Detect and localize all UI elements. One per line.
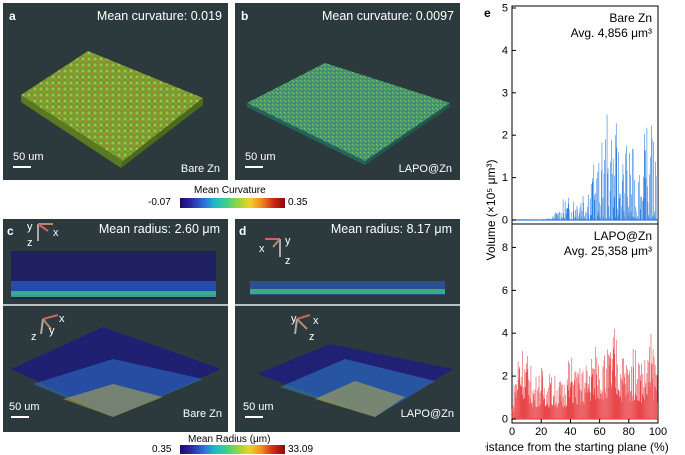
panel-c-axis-z-bottom: z (31, 331, 37, 343)
y-tick-label: 2 (502, 130, 508, 142)
panel-c-label: c (7, 224, 14, 238)
x-tick-label: 40 (564, 426, 576, 438)
curvature-colorbar (180, 198, 285, 208)
panel-c-axis-x-top: x (53, 227, 59, 239)
panel-d-axis-y-bottom: y (291, 313, 297, 325)
x-tick-label: 0 (509, 426, 515, 438)
legend-average: Avg. 25,358 μm³ (564, 244, 652, 258)
panel-b-scale-bar (245, 166, 263, 168)
panel-d-scale-label: 50 um (243, 401, 274, 413)
curvature-colorbar-title: Mean Curvature (194, 185, 266, 196)
panel-c-axis-z-top: z (27, 237, 33, 249)
chart-frame (511, 223, 659, 424)
panel-b-render (247, 63, 450, 165)
panel-a-scale-bar (13, 166, 31, 168)
panel-b-scale-label: 50 um (245, 151, 276, 163)
panel-c-scale-bar (11, 416, 29, 418)
panel-d-axis-x-bottom: x (313, 315, 319, 327)
panel-a-label: a (9, 9, 16, 23)
panel-d-label: d (239, 224, 247, 238)
radius-colorbar-title: Mean Radius (μm) (188, 434, 271, 445)
y-tick-label: 0 (502, 215, 508, 227)
panel-d-axis-z-top: z (285, 255, 291, 267)
x-tick-label: 80 (623, 426, 635, 438)
panel-a-render (21, 51, 203, 168)
radius-colorbar-min: 0.35 (152, 444, 172, 455)
panel-d-axis-y-top: y (285, 235, 291, 247)
y-tick-label: 4 (502, 328, 508, 340)
panel-c-axis-y-top: y (27, 221, 33, 233)
panel-d-axis-z-bottom: z (309, 331, 315, 343)
panel-c-render (3, 223, 228, 417)
x-tick-label: 20 (535, 426, 547, 438)
legend-sample: Bare Zn (609, 11, 652, 25)
curvature-colorbar-max: 0.35 (288, 197, 308, 208)
panel-e-label: e (484, 6, 491, 20)
curvature-colorbar-min: -0.07 (148, 197, 171, 208)
panel-c-scale-label: 50 um (9, 401, 40, 413)
panel-d-mean-radius: Mean radius: 8.17 μm (330, 222, 452, 236)
radius-colorbar-max: 33.09 (288, 444, 314, 455)
panel-d-scale-bar (245, 416, 263, 418)
y-tick-label: 2 (502, 371, 508, 383)
y-tick-label: 5 (502, 3, 508, 15)
y-tick-label: 0 (502, 414, 508, 426)
panel-d: d y x z Mean radius: 8.17 μm y x z 50 um… (235, 219, 460, 432)
panel-c-sample: Bare Zn (182, 408, 222, 420)
panel-c-mean-radius: Mean radius: 2.60 μm (98, 222, 220, 236)
panel-b-mean-curvature: Mean curvature: 0.0097 (321, 9, 454, 23)
legend-average: Avg. 4,856 μm³ (571, 26, 652, 40)
panel-d-sample: LAPO@Zn (400, 408, 454, 420)
y-tick-label: 1 (502, 172, 508, 184)
panel-a-scale-label: 50 um (13, 151, 44, 163)
y-tick-label: 8 (502, 242, 508, 254)
x-tick-label: 60 (593, 426, 605, 438)
panel-b: b Mean curvature: 0.0097 50 um LAPO@Zn (235, 3, 460, 180)
panel-a: a Mean curvature: 0.019 50 um Bare Zn (3, 3, 228, 180)
panel-a-mean-curvature: Mean curvature: 0.019 (96, 9, 222, 23)
panel-d-axis-x-top: x (259, 243, 265, 255)
legend-sample: LAPO@Zn (594, 229, 652, 243)
y-axis-label: Volume (×10⁵ μm³) (485, 160, 498, 261)
y-tick-label: 3 (502, 87, 508, 99)
panel-c-axis-y-bottom: y (49, 325, 55, 337)
panel-b-sample: LAPO@Zn (398, 163, 452, 175)
panel-b-label: b (241, 9, 249, 23)
panel-a-sample: Bare Zn (180, 163, 220, 175)
panel-c: c y x z Mean radius: 2.60 μm x z y 50 um… (3, 219, 228, 432)
x-axis-label: Distance from the starting plane (%) (485, 440, 669, 454)
y-tick-label: 4 (502, 45, 508, 57)
panel-d-render (235, 238, 460, 417)
panel-c-axis-x-bottom: x (59, 313, 65, 325)
x-tick-label: 100 (649, 426, 667, 438)
y-tick-label: 6 (502, 285, 508, 297)
radius-colorbar (180, 445, 285, 454)
